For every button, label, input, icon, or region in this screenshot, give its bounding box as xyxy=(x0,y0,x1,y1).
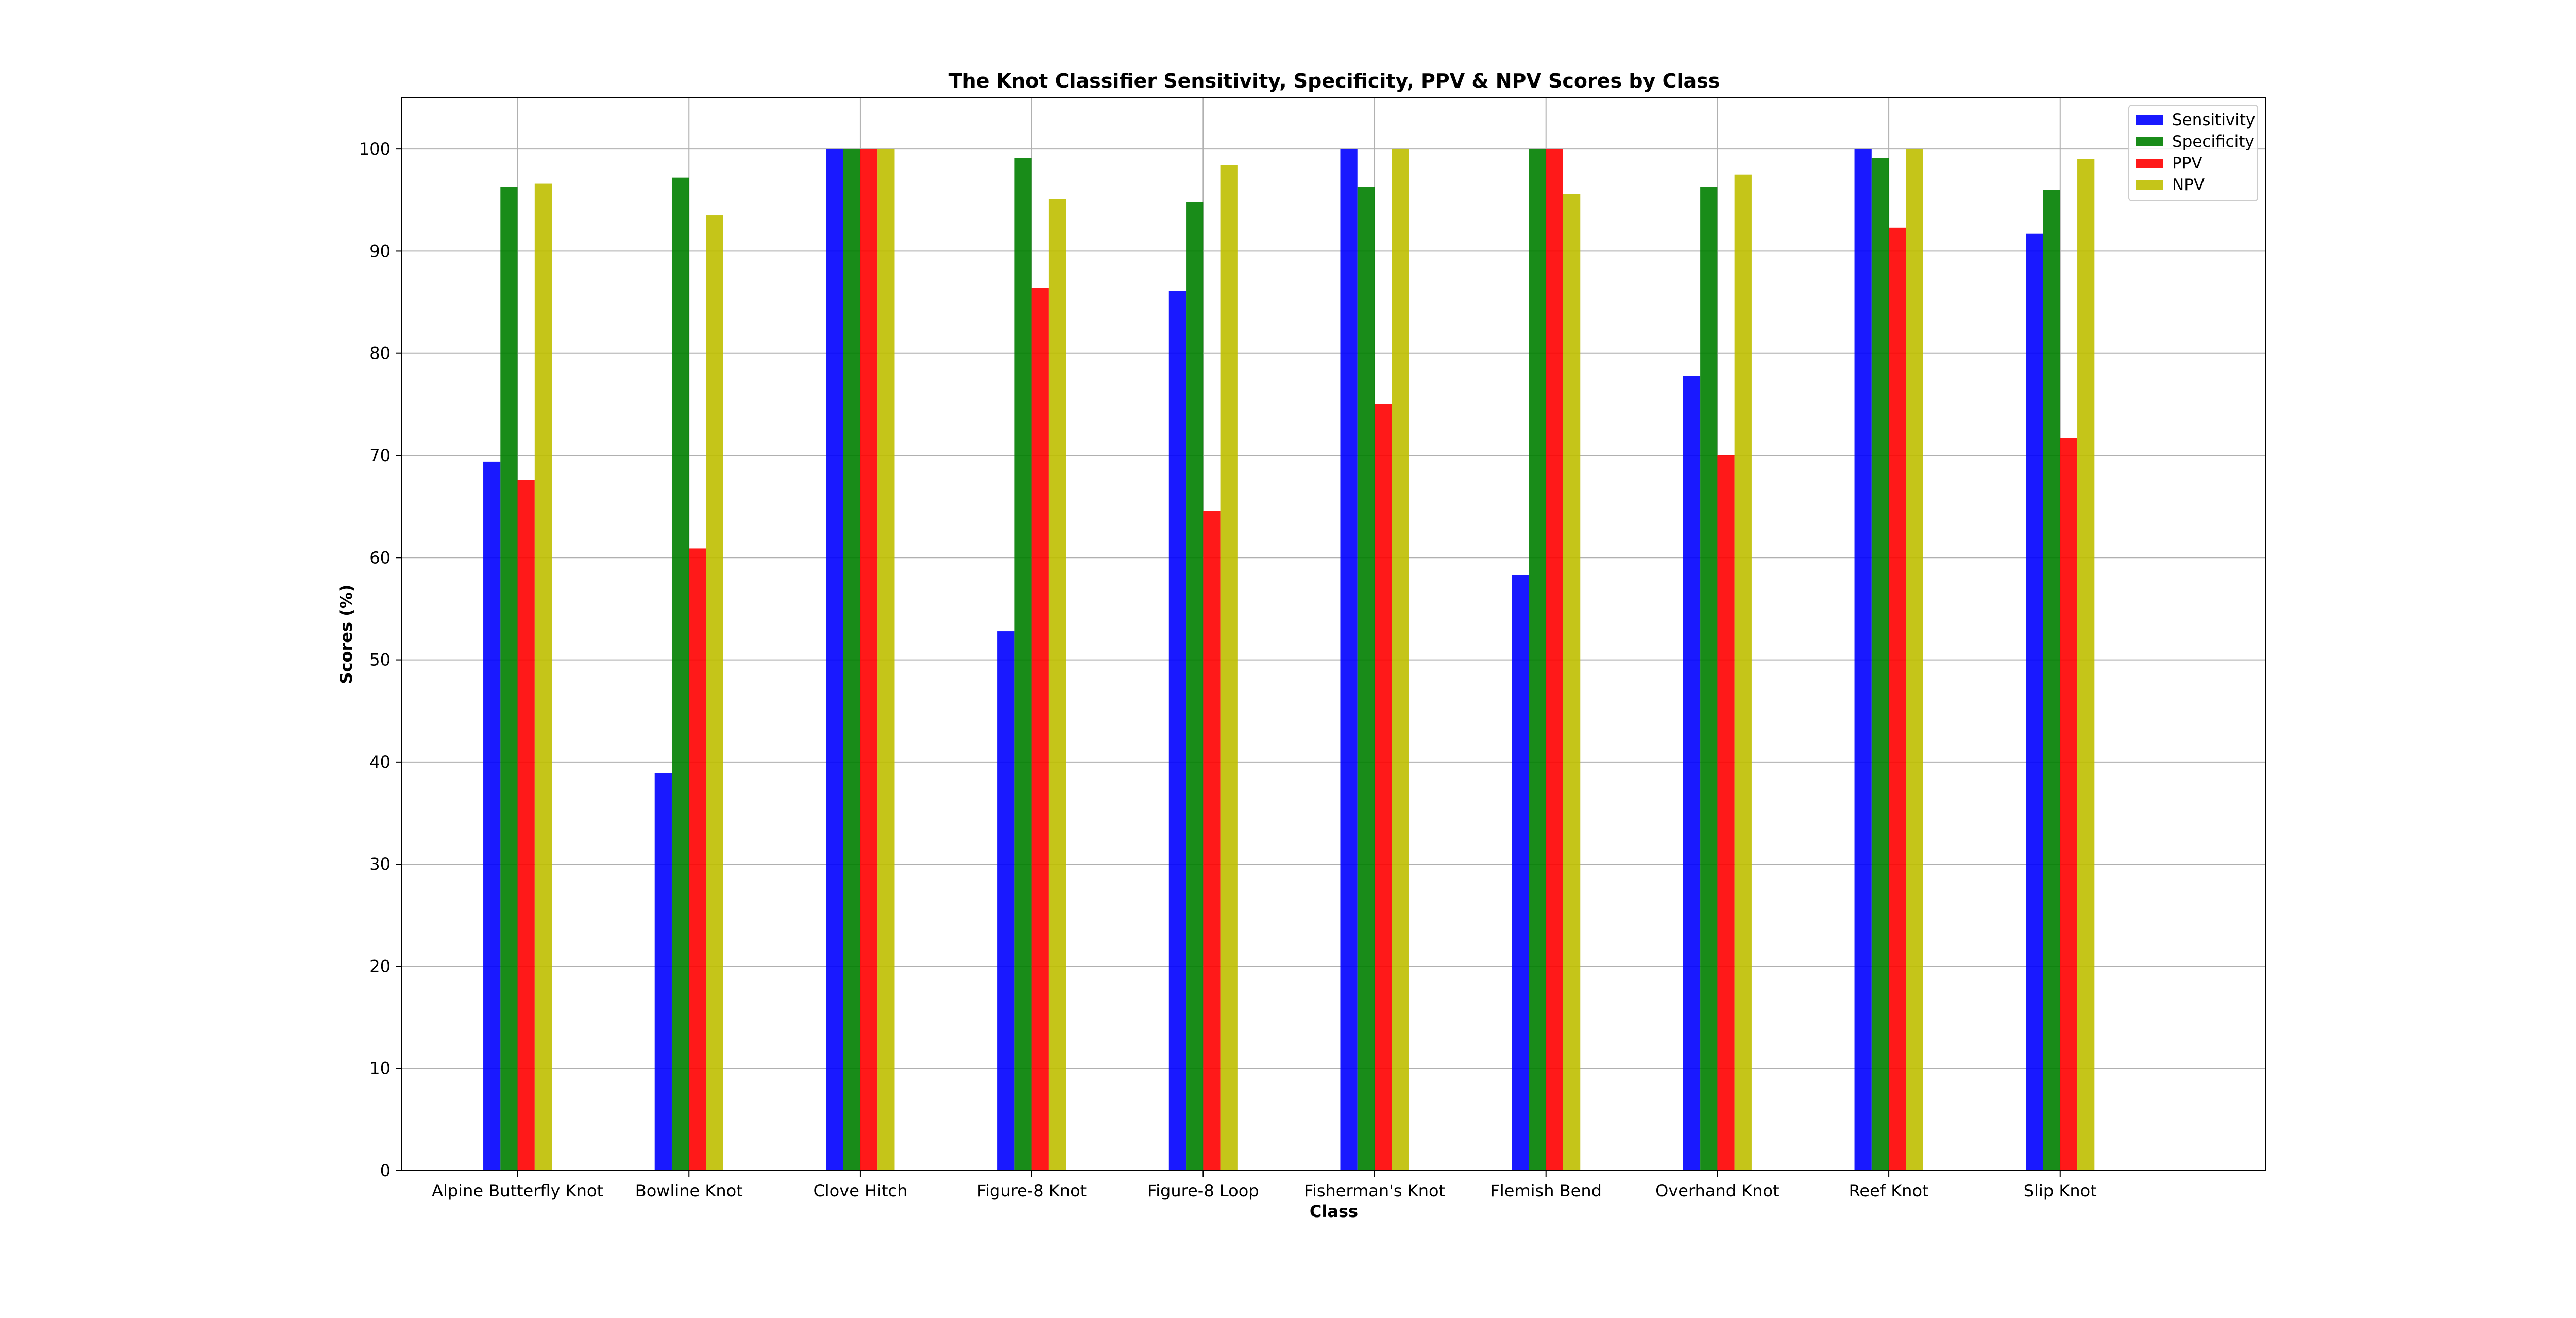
bar-sensitivity xyxy=(1683,376,1701,1171)
bar-npv xyxy=(706,215,723,1171)
bar-npv xyxy=(1048,199,1066,1171)
bar-sensitivity xyxy=(1854,149,1872,1171)
y-tick-label: 70 xyxy=(369,446,391,465)
y-tick-label: 60 xyxy=(369,548,391,567)
y-tick-label: 0 xyxy=(380,1161,391,1180)
bar-specificity xyxy=(1014,158,1032,1171)
x-tick-label: Overhand Knot xyxy=(1655,1181,1779,1201)
bar-npv xyxy=(1392,149,1409,1171)
bar-specificity xyxy=(843,149,860,1171)
bar-npv xyxy=(1906,149,1923,1171)
legend-frame xyxy=(2128,105,2258,201)
bar-sensitivity xyxy=(654,773,672,1171)
bar-sensitivity xyxy=(483,461,501,1171)
bar-specificity xyxy=(1871,158,1889,1171)
y-tick-label: 10 xyxy=(369,1059,391,1078)
bar-ppv xyxy=(1717,455,1735,1171)
y-tick-label: 100 xyxy=(359,139,391,159)
bar-npv xyxy=(1734,174,1752,1171)
bar-specificity xyxy=(1357,187,1375,1171)
bar-ppv xyxy=(860,149,878,1171)
x-tick-label: Alpine Butterfly Knot xyxy=(432,1181,603,1201)
x-tick-label: Fisherman's Knot xyxy=(1304,1181,1445,1201)
legend-swatch xyxy=(2136,180,2163,190)
bar-specificity xyxy=(671,177,689,1171)
bar-ppv xyxy=(1546,149,1563,1171)
legend-label: PPV xyxy=(2172,154,2202,173)
x-tick-label: Figure-8 Knot xyxy=(977,1181,1087,1201)
legend-label: NPV xyxy=(2172,176,2205,194)
legend-label: Specificity xyxy=(2172,132,2255,151)
bar-sensitivity xyxy=(826,149,843,1171)
y-tick-label: 80 xyxy=(369,344,391,363)
bar-sensitivity xyxy=(997,631,1015,1171)
y-tick-label: 30 xyxy=(369,854,391,874)
bar-ppv xyxy=(1203,511,1221,1171)
bar-npv xyxy=(534,183,552,1171)
y-axis-title: Scores (%) xyxy=(336,585,356,684)
bar-sensitivity xyxy=(1168,291,1187,1171)
bar-sensitivity xyxy=(1340,149,1358,1171)
x-tick-label: Bowline Knot xyxy=(635,1181,743,1201)
bar-npv xyxy=(1563,194,1581,1171)
bar-sensitivity xyxy=(1512,574,1529,1171)
bar-ppv xyxy=(1889,227,1906,1171)
x-tick-label: Clove Hitch xyxy=(813,1181,907,1201)
x-tick-label: Figure-8 Loop xyxy=(1147,1181,1259,1201)
x-axis-title: Class xyxy=(1310,1202,1358,1221)
axis-ticks: 0 10 20 30 40 50 60 70 80 90 100 Alpine Butterfly K… xyxy=(359,139,2097,1201)
bar-specificity xyxy=(1529,149,1546,1171)
bar-npv xyxy=(877,149,895,1171)
bar-ppv xyxy=(1375,404,1392,1171)
bars xyxy=(483,149,2095,1171)
bar-specificity xyxy=(1700,187,1718,1171)
legend-swatch xyxy=(2136,159,2163,168)
bar-specificity xyxy=(2043,190,2060,1171)
x-tick-label: Flemish Bend xyxy=(1490,1181,1602,1201)
chart-title: The Knot Classifier Sensitivity, Specifi… xyxy=(949,70,1720,92)
legend-swatch xyxy=(2136,137,2163,146)
x-tick-label: Reef Knot xyxy=(1849,1181,1929,1201)
x-tick-label: Slip Knot xyxy=(2024,1181,2097,1201)
bar-ppv xyxy=(2060,438,2078,1171)
bar-npv xyxy=(1220,165,1238,1171)
legend-label: Sensitivity xyxy=(2172,111,2255,129)
bar-specificity xyxy=(1186,202,1204,1171)
y-tick-label: 90 xyxy=(369,241,391,261)
bar-specificity xyxy=(500,187,518,1171)
bar-ppv xyxy=(1031,288,1049,1171)
legend: Sensitivity Specificity PPV NPV xyxy=(2128,105,2258,201)
plot-frame xyxy=(401,97,2266,1171)
y-tick-label: 40 xyxy=(369,752,391,772)
bar-npv xyxy=(2077,159,2095,1171)
bar-ppv xyxy=(517,480,535,1171)
bar-sensitivity xyxy=(2026,233,2043,1171)
y-tick-label: 50 xyxy=(369,650,391,670)
legend-swatch xyxy=(2136,115,2163,125)
y-tick-label: 20 xyxy=(369,956,391,976)
bar-ppv xyxy=(689,548,706,1171)
